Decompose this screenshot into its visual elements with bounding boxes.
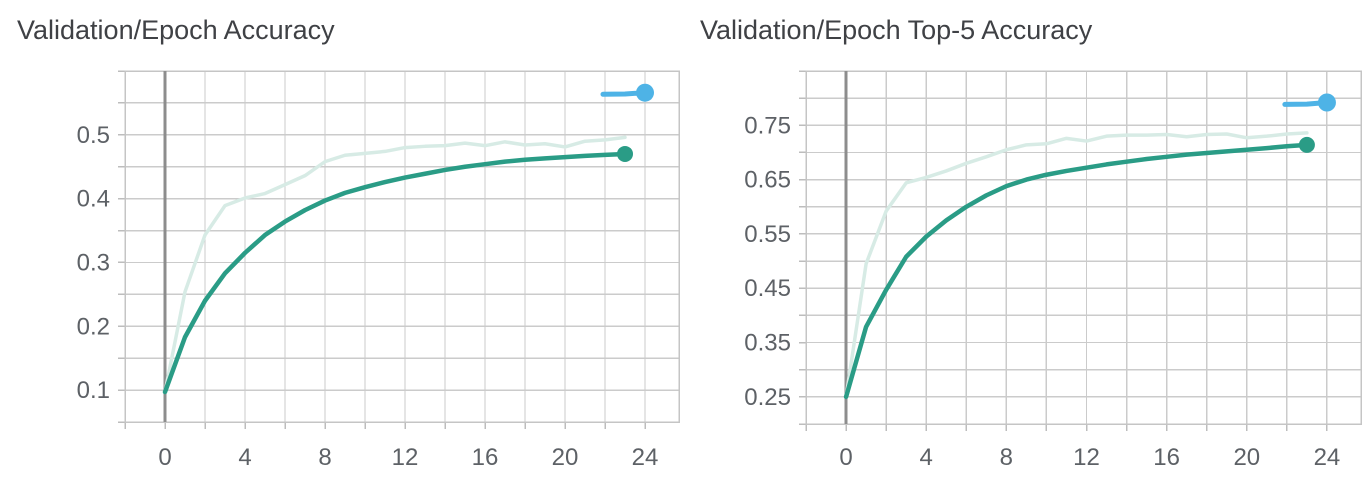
epoch-top5-accuracy-chart[interactable]: 0 4 8 12 16 20 24 0.25 0.35 0.45 0.55 0.65 0.75 <box>683 0 1366 480</box>
chart-panel-epoch-top5-accuracy: Validation/Epoch Top-5 Accuracy 0 4 8 12 16 2… <box>683 0 1366 480</box>
epoch-top5-accuracy-raw-line <box>844 131 1309 399</box>
epoch-accuracy-smoothed-line <box>162 151 628 395</box>
y-tick-label: 0.25 <box>744 384 791 411</box>
x-tick-label: 16 <box>472 444 499 471</box>
y-tick-label: 0.3 <box>77 249 110 276</box>
x-tick-label: 8 <box>318 444 331 471</box>
x-tick-label: 12 <box>1073 444 1100 471</box>
x-tick-label: 4 <box>920 444 933 471</box>
x-tick-label: 24 <box>1314 444 1341 471</box>
chart-panel-epoch-accuracy: Validation/Epoch Accuracy 0 4 8 12 16 20 24 0.1… <box>0 0 683 480</box>
x-tick-label: 20 <box>552 444 579 471</box>
chart-title-epoch-top5-accuracy: Validation/Epoch Top-5 Accuracy <box>700 15 1093 45</box>
epoch-top5-accuracy-smoothed-end-dot[interactable] <box>1298 136 1315 153</box>
x-tick-label: 12 <box>392 444 419 471</box>
epoch-accuracy-chart[interactable]: 0 4 8 12 16 20 24 0.1 0.2 0.3 0.4 0.5 <box>0 0 683 480</box>
comparison-run-segment-end-dot[interactable] <box>636 83 654 102</box>
y-tick-label: 0.4 <box>77 186 110 213</box>
plot-area[interactable] <box>125 71 679 422</box>
axis-ticks <box>799 70 1328 431</box>
x-tick-label: 20 <box>1233 444 1260 471</box>
y-tick-label: 0.5 <box>77 122 110 149</box>
plot-area[interactable] <box>806 71 1361 424</box>
axis-labels: 0 4 8 12 16 20 24 0.1 0.2 0.3 0.4 0.5 <box>77 122 659 471</box>
y-tick-label: 0.35 <box>744 330 791 357</box>
gridlines <box>805 70 1361 425</box>
y-tick-label: 0.65 <box>744 167 791 194</box>
y-tick-label: 0.75 <box>744 112 791 139</box>
x-tick-label: 4 <box>238 444 251 471</box>
comparison-run-segment-end-dot[interactable] <box>1317 93 1336 112</box>
x-tick-label: 16 <box>1153 444 1180 471</box>
chart-title-epoch-accuracy: Validation/Epoch Accuracy <box>17 15 335 45</box>
x-tick-label: 24 <box>632 444 659 471</box>
plot-frame <box>124 70 680 423</box>
x-tick-label: 0 <box>839 444 852 471</box>
epoch-accuracy-raw-line <box>163 135 627 394</box>
x-tick-label: 8 <box>1000 444 1013 471</box>
axis-labels: 0 4 8 12 16 20 24 0.25 0.35 0.45 0.55 0.65 0.75 <box>744 112 1340 471</box>
x-tick-label: 0 <box>158 444 171 471</box>
y-tick-label: 0.45 <box>744 275 791 302</box>
epoch-top5-accuracy-smoothed-line <box>843 142 1310 400</box>
y-tick-label: 0.55 <box>744 221 791 248</box>
y-tick-label: 0.1 <box>77 377 110 404</box>
plot-frame <box>805 70 1362 425</box>
axis-ticks <box>118 70 646 429</box>
epoch-accuracy-smoothed-end-dot[interactable] <box>617 145 633 162</box>
y-tick-label: 0.2 <box>77 313 110 340</box>
